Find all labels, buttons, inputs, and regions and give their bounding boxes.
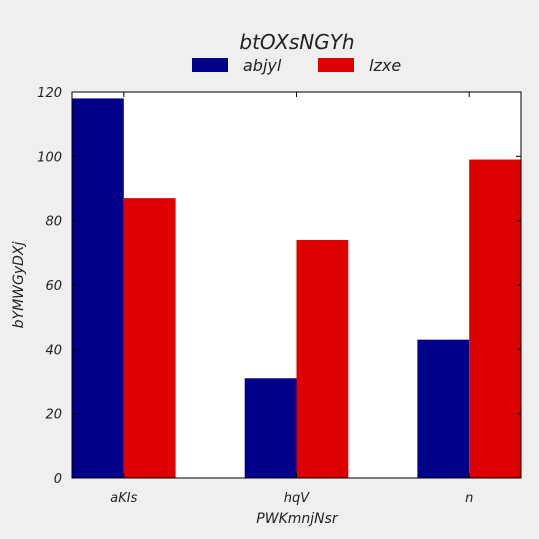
bar-abjyl-hqv (244, 378, 297, 478)
y-tick-label-40: 40 (45, 343, 62, 358)
y-tick-label-0: 0 (54, 472, 62, 487)
x-tick-label-n: n (465, 491, 473, 506)
chart-title: btOXsNGYh (239, 30, 354, 54)
bar-lzxe-hqv (296, 239, 349, 478)
legend-label-abjyl: abjyl (243, 56, 282, 75)
legend-swatch-lzxe (318, 58, 354, 72)
y-axis-ticks: 0 20 40 60 80 100 120 (37, 86, 521, 487)
bar-abjyl-akis (72, 98, 124, 478)
legend-label-lzxe: lzxe (369, 56, 401, 75)
y-tick-label-80: 80 (45, 215, 62, 230)
y-tick-label-60: 60 (45, 279, 62, 294)
x-tick-label-akis: aKIs (110, 491, 137, 506)
legend-swatch-abjyl (192, 58, 228, 72)
y-tick-label-120: 120 (37, 86, 62, 101)
y-tick-label-20: 20 (45, 408, 62, 423)
y-tick-label-100: 100 (37, 150, 62, 165)
x-tick-label-hqv: hqV (284, 491, 310, 506)
x-axis-ticks: aKIs hqV n (110, 92, 473, 506)
legend: abjyl lzxe (192, 56, 401, 75)
x-axis-label: PWKmnjNsr (256, 511, 339, 527)
bar-abjyl-n (417, 339, 470, 478)
y-axis-label: bYMWGyDXj (11, 242, 27, 329)
bars (72, 98, 521, 479)
bar-lzxe-akis (123, 198, 176, 478)
bar-lzxe-n (469, 159, 521, 479)
